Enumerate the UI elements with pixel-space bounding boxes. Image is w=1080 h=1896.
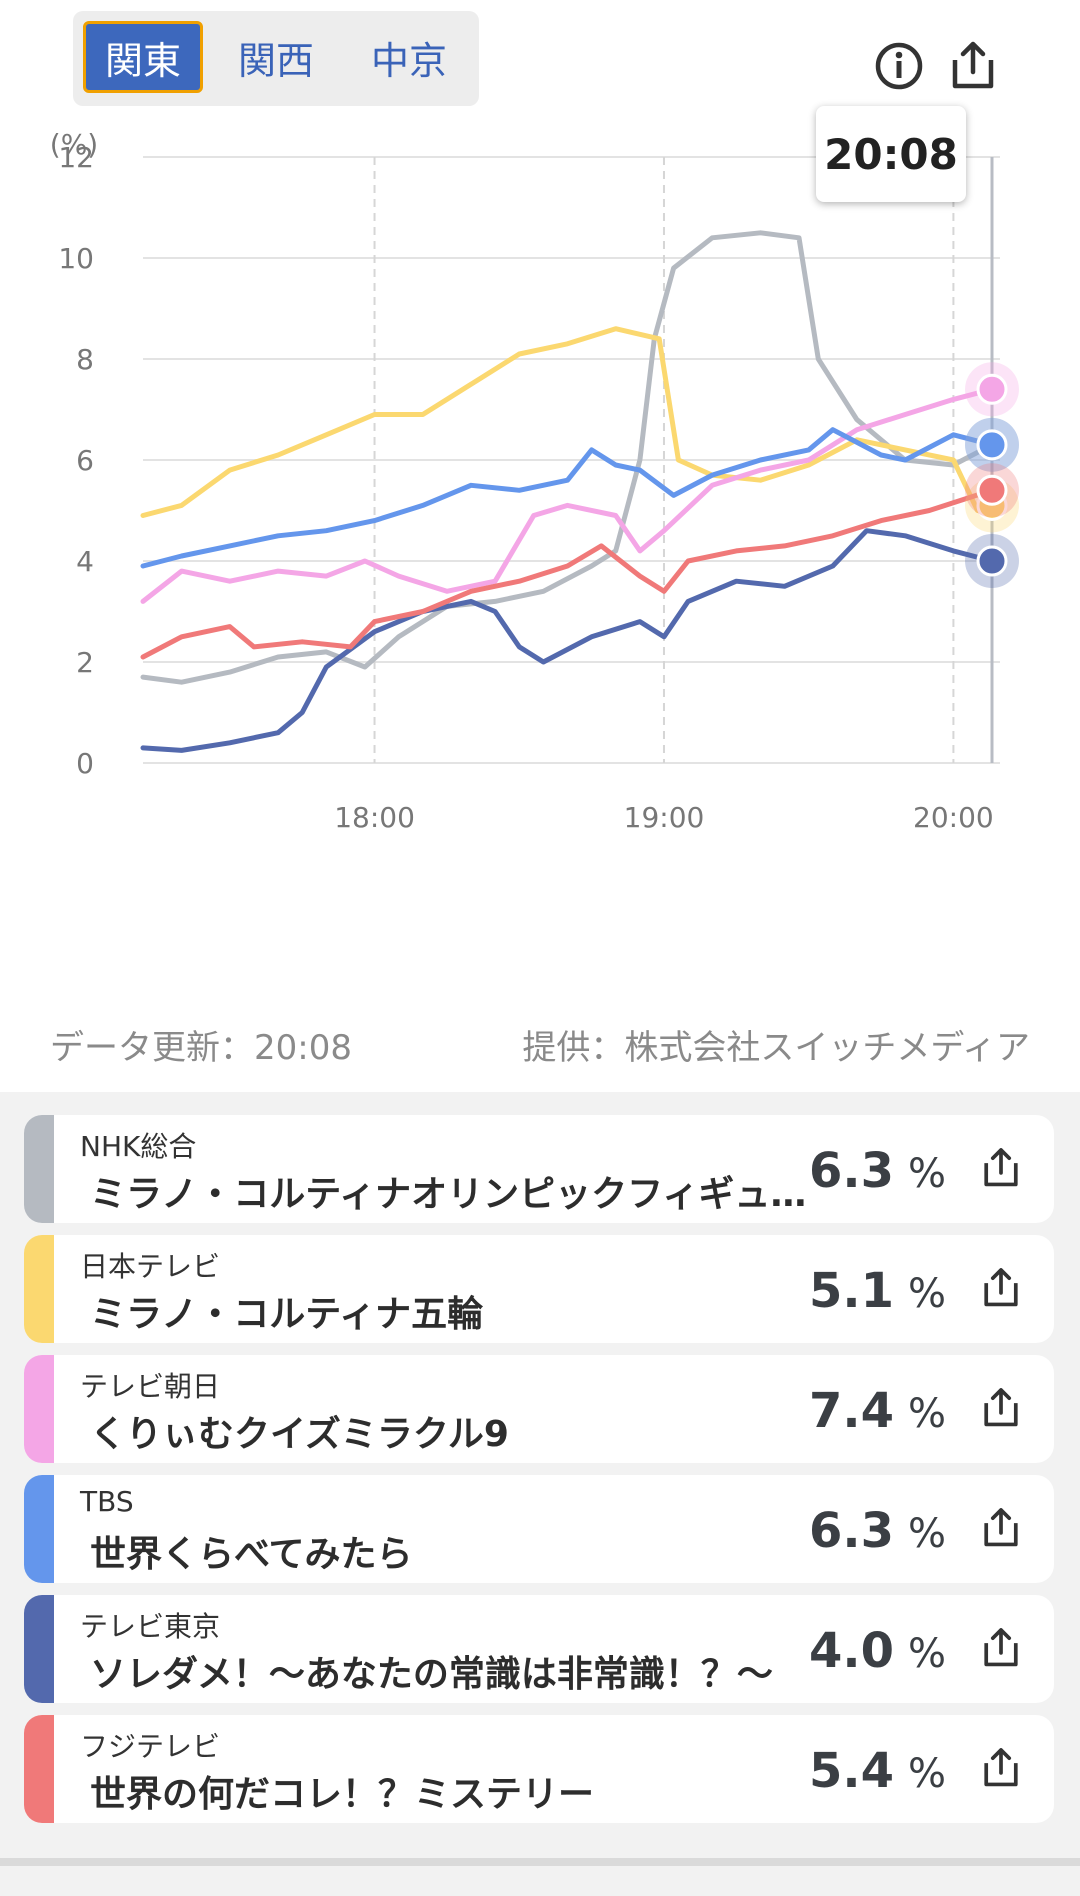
x-tick-label: 20:00 <box>913 801 994 834</box>
tab-kanto[interactable]: 関東 <box>83 21 203 93</box>
bottom-divider <box>0 1858 1080 1866</box>
endpoint-marker <box>976 474 1008 506</box>
channel-card-nhk[interactable]: NHK総合 ミラノ・コルティナオリンピックフィギュ… 6.3 % <box>24 1115 1054 1223</box>
y-tick-label: 6 <box>76 444 94 477</box>
region-tabs: 関東 関西 中京 <box>73 11 479 106</box>
tab-kansai[interactable]: 関西 <box>237 38 314 83</box>
channel-list: NHK総合 ミラノ・コルティナオリンピックフィギュ… 6.3 % 日本テレビ ミ… <box>0 1092 1080 1896</box>
share-icon[interactable] <box>978 1625 1024 1671</box>
y-tick-label: 2 <box>76 646 94 679</box>
rating-unit: % <box>907 1271 946 1317</box>
info-icon[interactable] <box>871 38 927 94</box>
y-tick-label: 8 <box>76 343 94 376</box>
endpoint-marker <box>976 429 1008 461</box>
provider-label: 提供：株式会社スイッチメディア <box>522 1028 1030 1068</box>
rating-value: 5.1 <box>808 1263 894 1319</box>
program-title: ミラノ・コルティナ五輪 <box>90 1294 484 1335</box>
channel-color-bar <box>24 1715 54 1823</box>
rating-value: 6.3 <box>808 1503 894 1559</box>
channel-card-tv-tokyo[interactable]: テレビ東京 ソレダメ！～あなたの常識は非常識！？～ 4.0 % <box>24 1595 1054 1703</box>
channel-color-bar <box>24 1595 54 1703</box>
share-icon[interactable] <box>978 1385 1024 1431</box>
program-title: 世界くらべてみたら <box>90 1534 413 1575</box>
channel-name: NHK総合 <box>80 1130 197 1163</box>
endpoint-marker <box>976 373 1008 405</box>
endpoint-marker <box>976 545 1008 577</box>
channel-card-tv-asahi[interactable]: テレビ朝日 くりぃむクイズミラクル9 7.4 % <box>24 1355 1054 1463</box>
y-axis-unit-label: (%) <box>50 128 98 161</box>
channel-name: TBS <box>80 1485 134 1518</box>
y-tick-label: 0 <box>76 747 94 780</box>
series-line <box>140 427 995 569</box>
y-tick-label: 12 <box>58 141 94 174</box>
rating-unit: % <box>907 1391 946 1437</box>
channel-color-bar <box>24 1355 54 1463</box>
program-title: ソレダメ！～あなたの常識は非常識！？～ <box>90 1654 773 1695</box>
share-icon[interactable] <box>978 1505 1024 1551</box>
channel-card-fuji[interactable]: フジテレビ 世界の何だコレ！？ミステリー 5.4 % <box>24 1715 1054 1823</box>
rating-unit: % <box>907 1511 946 1557</box>
rating-value: 7.4 <box>808 1383 894 1439</box>
series-line <box>140 230 995 685</box>
tab-chukyo[interactable]: 中京 <box>370 38 447 83</box>
share-icon[interactable] <box>978 1745 1024 1791</box>
rating-value: 6.3 <box>808 1143 894 1199</box>
rating-unit: % <box>907 1631 946 1677</box>
x-tick-label: 18:00 <box>334 801 415 834</box>
series-line <box>140 326 995 518</box>
program-title: 世界の何だコレ！？ミステリー <box>90 1774 595 1815</box>
channel-name: テレビ東京 <box>80 1610 221 1643</box>
rating-value: 5.4 <box>808 1743 894 1799</box>
rating-unit: % <box>907 1151 946 1197</box>
share-icon[interactable] <box>978 1145 1024 1191</box>
series-line <box>140 386 995 604</box>
channel-card-tbs[interactable]: TBS 世界くらべてみたら 6.3 % <box>24 1475 1054 1583</box>
program-title: くりぃむクイズミラクル9 <box>90 1414 509 1455</box>
channel-color-bar <box>24 1115 54 1223</box>
data-updated-label: データ更新：20:08 <box>50 1028 352 1068</box>
rating-unit: % <box>907 1751 946 1797</box>
series-line <box>140 487 995 660</box>
channel-color-bar <box>24 1235 54 1343</box>
channel-name: 日本テレビ <box>80 1250 221 1283</box>
share-icon[interactable] <box>978 1265 1024 1311</box>
channel-color-bar <box>24 1475 54 1583</box>
program-title: ミラノ・コルティナオリンピックフィギュ… <box>90 1174 807 1215</box>
channel-card-ntv[interactable]: 日本テレビ ミラノ・コルティナ五輪 5.1 % <box>24 1235 1054 1343</box>
y-tick-label: 4 <box>76 545 94 578</box>
x-tick-label: 19:00 <box>624 801 705 834</box>
y-tick-label: 10 <box>58 242 94 275</box>
time-tooltip: 20:08 <box>816 106 966 202</box>
ratings-chart: (%) 0 2 4 6 8 10 12 18:00 19:00 20:00 <box>50 128 1019 834</box>
share-icon[interactable] <box>945 38 1001 94</box>
series-line <box>140 528 995 753</box>
rating-value: 4.0 <box>808 1623 894 1679</box>
channel-name: テレビ朝日 <box>80 1370 221 1403</box>
channel-name: フジテレビ <box>80 1730 221 1763</box>
